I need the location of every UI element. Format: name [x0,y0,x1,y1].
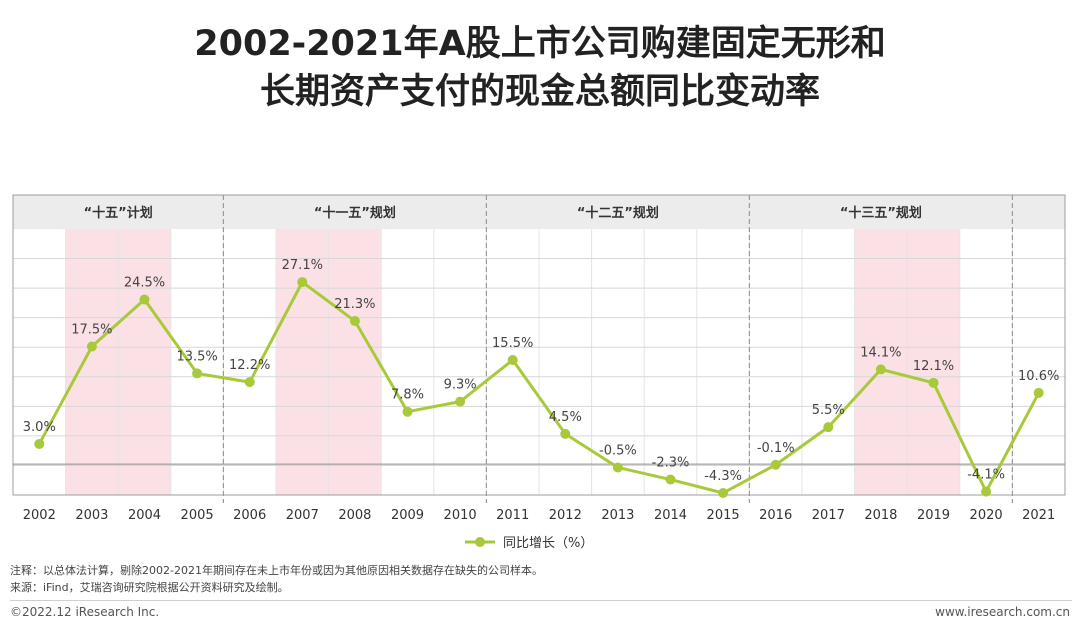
data-point [402,406,413,417]
legend-label: 同比增长（%） [503,536,593,551]
data-label: -4.3% [704,469,742,484]
data-label: -4.1% [967,468,1005,483]
data-point [718,487,729,498]
data-label: 9.3% [444,378,477,393]
data-point [192,368,203,379]
series-line [37,280,1041,495]
x-tick-label: 2020 [970,508,1003,523]
data-label: -0.1% [757,441,795,456]
chart-title-line-1: 2002-2021年A股上市公司购建固定无形和 [194,24,886,64]
data-label: 21.3% [334,297,375,312]
data-label: 24.5% [124,276,165,291]
data-label: 5.5% [812,403,845,418]
x-tick-label: 2009 [391,508,424,523]
footer-copyright: ©2022.12 iResearch Inc. [10,605,160,619]
line-chart: “十五”计划 “十一五”规划 “十二五”规划 “十三五”规划 3.0% 17.5% 24.5… [12,194,1066,551]
data-point [139,294,150,305]
chart-title-line-2: 长期资产支付的现金总额同比变动率 [259,72,820,112]
data-label: 12.1% [913,359,954,374]
data-point [665,474,676,485]
data-point [244,377,255,388]
data-label: 12.2% [229,358,270,373]
x-tick-label: 2021 [1022,508,1055,523]
data-label: 4.5% [549,410,582,425]
data-label: 3.0% [23,420,56,435]
x-tick-label: 2019 [917,508,950,523]
x-tick-label: 2003 [75,508,108,523]
data-label: -2.3% [652,456,690,471]
chart-note: 注释：以总体法计算，剔除2002-2021年期间存在未上市年份或因为其他原因相关… [10,564,543,577]
x-tick-label: 2016 [759,508,792,523]
data-label: 15.5% [492,336,533,351]
x-tick-label: 2005 [181,508,214,523]
x-tick-label: 2011 [496,508,529,523]
plan-label: “十二五”规划 [577,205,659,221]
x-tick-label: 2013 [601,508,634,523]
data-point [981,486,992,497]
data-point [823,422,834,433]
data-label: 14.1% [860,345,901,360]
data-label: 17.5% [71,323,112,338]
data-label: 7.8% [391,388,424,403]
plan-header-band [13,195,1065,229]
x-tick-label: 2006 [233,508,266,523]
plan-label: “十三五”规划 [840,205,922,221]
data-label: -0.5% [599,443,637,458]
data-point [612,462,623,473]
x-tick-label: 2008 [338,508,371,523]
x-tick-label: 2010 [444,508,477,523]
x-tick-label: 2015 [707,508,740,523]
plan-label: “十五”计划 [84,205,153,221]
plot-frame [12,194,1066,496]
x-tick-label: 2002 [23,508,56,523]
x-tick-label: 2014 [654,508,687,523]
footer-website[interactable]: www.iresearch.com.cn [935,605,1070,619]
plan-label: “十一五”规划 [314,205,396,221]
data-point [297,277,308,288]
data-point [875,364,886,375]
data-point [507,354,518,365]
data-point [455,396,466,407]
x-tick-label: 2007 [286,508,319,523]
x-tick-label: 2004 [128,508,161,523]
x-tick-label: 2018 [864,508,897,523]
data-point [349,316,360,327]
data-point [86,341,97,352]
data-point [770,459,781,470]
data-point [34,438,45,449]
footer-divider [10,600,1072,601]
x-tick-label: 2012 [549,508,582,523]
data-point [928,377,939,388]
data-point [560,428,571,439]
x-tick-label: 2017 [812,508,845,523]
data-point [1033,387,1044,398]
chart-source: 来源：iFind，艾瑞咨询研究院根据公开资料研究及绘制。 [10,581,289,594]
data-label: 27.1% [282,258,323,273]
legend-marker [475,537,485,547]
data-label: 10.6% [1018,369,1059,384]
data-label: 13.5% [176,349,217,364]
